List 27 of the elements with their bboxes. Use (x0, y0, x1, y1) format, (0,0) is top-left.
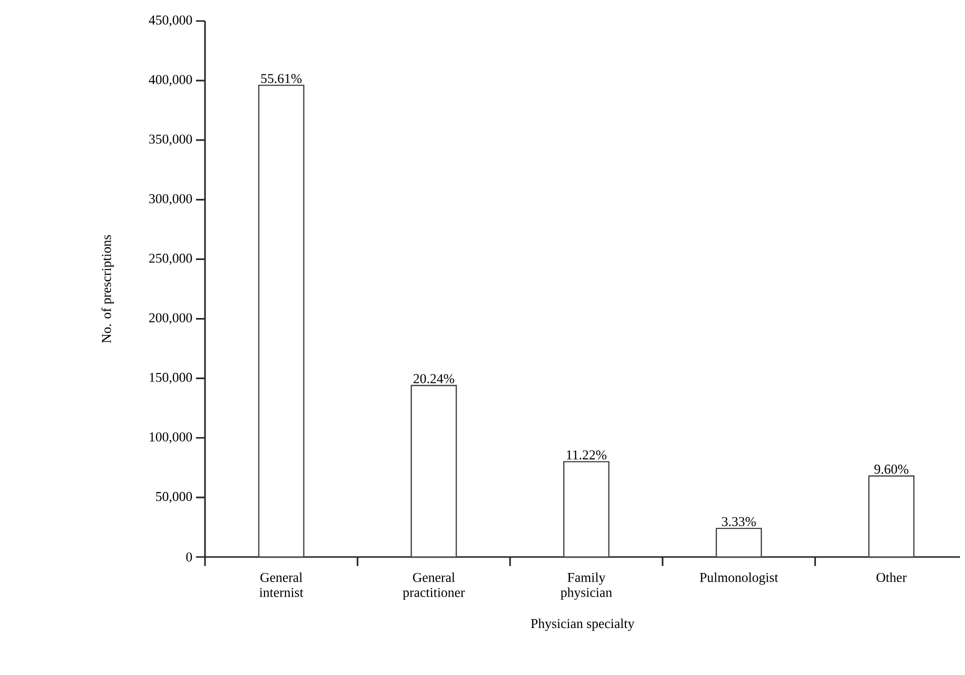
annotation: 11.22% (566, 450, 606, 460)
annotation: 9.60% (874, 464, 908, 474)
y-tick-label: 200,000 (149, 313, 192, 324)
y-tick-label: 50,000 (156, 492, 192, 503)
bar (868, 475, 914, 558)
y-tick-label: 450,000 (148, 15, 192, 27)
x-tick-label: General internist (259, 572, 304, 598)
y-tick-label: 400,000 (148, 75, 192, 86)
x-axis-title: Physician specialty (530, 618, 634, 631)
x-tick-label: Other (876, 572, 907, 582)
bar (410, 384, 457, 558)
x-tick-label: Family physician (560, 572, 612, 600)
x-tick-label: Pulmonologist (700, 572, 778, 585)
y-tick-label: 300,000 (149, 194, 192, 206)
annotation: 3.33% (722, 517, 756, 526)
annotation: 55.61% (261, 74, 302, 84)
y-axis-title: No. of prescriptions (101, 235, 114, 343)
bar (716, 528, 762, 558)
bar (563, 461, 610, 558)
annotation: 20.24% (414, 374, 454, 384)
x-tick-label: General practitioner (402, 572, 465, 600)
y-tick-label: 150,000 (150, 372, 192, 384)
y-tick-label: 250,000 (149, 254, 192, 265)
y-tick-label: 100,000 (150, 432, 192, 444)
bar (258, 84, 304, 558)
y-tick-label: 0 (186, 552, 192, 562)
y-tick-label: 350,000 (149, 134, 192, 146)
